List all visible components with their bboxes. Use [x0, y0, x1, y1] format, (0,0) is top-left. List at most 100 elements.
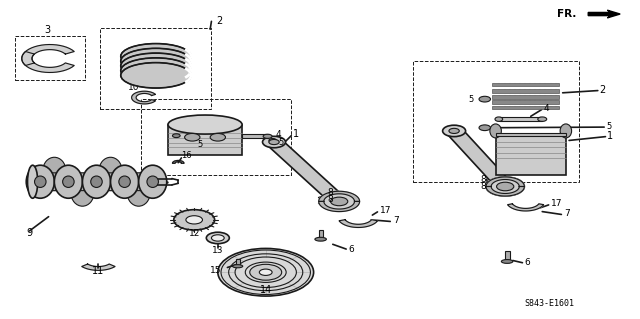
- Polygon shape: [266, 140, 347, 204]
- Polygon shape: [22, 45, 74, 72]
- Polygon shape: [125, 173, 147, 182]
- Bar: [492, 106, 559, 109]
- Text: 9: 9: [26, 228, 33, 238]
- Circle shape: [186, 216, 202, 224]
- Text: 2: 2: [600, 85, 606, 95]
- Text: 16: 16: [181, 151, 192, 160]
- Polygon shape: [125, 182, 147, 191]
- Text: 11: 11: [92, 266, 104, 276]
- Text: 6: 6: [524, 258, 530, 267]
- Text: 4: 4: [275, 130, 281, 139]
- Bar: [242, 134, 268, 138]
- Bar: [168, 124, 242, 155]
- Text: 8: 8: [480, 182, 486, 191]
- Ellipse shape: [121, 44, 191, 69]
- Text: S843-E1601: S843-E1601: [524, 299, 574, 308]
- Ellipse shape: [26, 165, 54, 198]
- Text: 7: 7: [393, 216, 399, 225]
- Text: 4: 4: [543, 104, 549, 113]
- Polygon shape: [588, 10, 620, 18]
- Ellipse shape: [127, 180, 150, 206]
- Text: 8: 8: [328, 195, 333, 204]
- Text: 1: 1: [607, 131, 614, 141]
- Ellipse shape: [232, 265, 243, 268]
- Text: 15: 15: [209, 265, 221, 275]
- Circle shape: [320, 192, 358, 211]
- Polygon shape: [97, 182, 119, 191]
- Polygon shape: [97, 173, 119, 182]
- Text: 10: 10: [128, 83, 140, 92]
- Bar: [495, 132, 566, 136]
- Ellipse shape: [121, 53, 191, 78]
- Polygon shape: [173, 160, 184, 163]
- Ellipse shape: [63, 176, 74, 188]
- Polygon shape: [446, 129, 513, 188]
- Ellipse shape: [121, 48, 191, 74]
- Text: 5: 5: [197, 140, 203, 149]
- Ellipse shape: [111, 165, 139, 198]
- Text: 17: 17: [551, 199, 563, 208]
- Circle shape: [479, 96, 490, 102]
- Ellipse shape: [139, 165, 167, 198]
- Text: 6: 6: [348, 245, 354, 254]
- Bar: [492, 83, 559, 86]
- Bar: [499, 117, 542, 122]
- Circle shape: [210, 133, 225, 141]
- Polygon shape: [508, 204, 543, 211]
- Text: 12: 12: [189, 229, 200, 238]
- Ellipse shape: [490, 124, 501, 138]
- Circle shape: [443, 125, 466, 137]
- Bar: [492, 89, 559, 93]
- Polygon shape: [40, 182, 63, 191]
- Ellipse shape: [560, 124, 572, 138]
- Circle shape: [497, 182, 514, 191]
- Ellipse shape: [91, 176, 102, 188]
- Circle shape: [269, 138, 276, 142]
- Circle shape: [250, 264, 282, 280]
- Text: 13: 13: [212, 246, 223, 255]
- Text: 2: 2: [216, 16, 223, 26]
- Circle shape: [184, 133, 200, 141]
- Ellipse shape: [28, 165, 38, 198]
- Circle shape: [269, 139, 279, 145]
- Polygon shape: [82, 264, 115, 270]
- Polygon shape: [68, 182, 91, 191]
- Polygon shape: [40, 173, 63, 182]
- Bar: [492, 95, 559, 99]
- Ellipse shape: [121, 63, 191, 88]
- Circle shape: [330, 197, 348, 206]
- Ellipse shape: [168, 115, 242, 134]
- Polygon shape: [319, 201, 360, 211]
- Polygon shape: [486, 187, 524, 196]
- Text: 7: 7: [564, 209, 570, 218]
- Bar: [495, 134, 566, 175]
- Bar: [319, 230, 323, 240]
- Text: 17: 17: [380, 206, 392, 215]
- Ellipse shape: [263, 134, 272, 138]
- Ellipse shape: [119, 176, 131, 188]
- Polygon shape: [486, 177, 524, 187]
- Circle shape: [218, 249, 314, 296]
- Circle shape: [479, 125, 490, 130]
- Circle shape: [173, 210, 214, 230]
- Text: 1: 1: [293, 129, 300, 139]
- Text: 5: 5: [468, 95, 473, 104]
- Text: 5: 5: [606, 122, 611, 131]
- Polygon shape: [22, 51, 35, 65]
- Text: 5: 5: [278, 138, 284, 147]
- Bar: [505, 251, 509, 262]
- Ellipse shape: [54, 165, 83, 198]
- Text: 8: 8: [480, 175, 486, 184]
- Ellipse shape: [43, 157, 66, 184]
- Text: FR.: FR.: [557, 9, 577, 19]
- Ellipse shape: [35, 176, 46, 188]
- Ellipse shape: [71, 180, 94, 206]
- Ellipse shape: [147, 176, 159, 188]
- Bar: [492, 100, 559, 104]
- Ellipse shape: [538, 117, 547, 122]
- Ellipse shape: [315, 237, 326, 241]
- Polygon shape: [319, 191, 360, 201]
- Circle shape: [173, 134, 180, 137]
- Ellipse shape: [83, 165, 111, 198]
- Circle shape: [259, 269, 272, 275]
